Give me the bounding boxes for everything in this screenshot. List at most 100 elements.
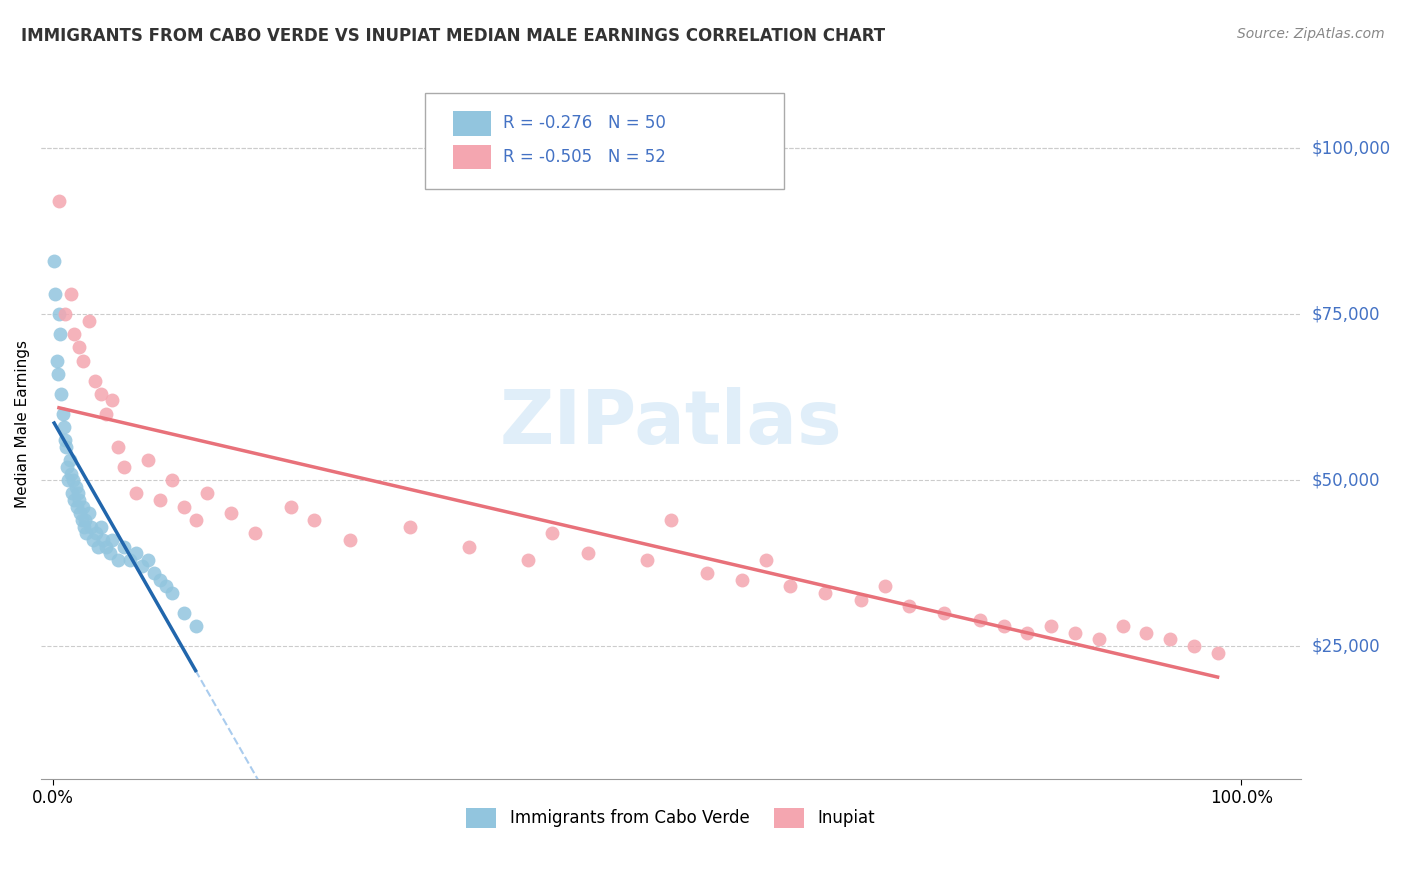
Point	[197, 486, 219, 500]
Point	[59, 287, 82, 301]
Point	[51, 387, 73, 401]
Point	[82, 533, 104, 547]
Point	[1182, 639, 1205, 653]
Point	[67, 493, 90, 508]
Point	[1159, 632, 1181, 647]
Point	[72, 353, 94, 368]
Point	[59, 453, 82, 467]
Point	[58, 473, 80, 487]
Point	[51, 407, 73, 421]
Point	[125, 546, 148, 560]
Point	[66, 486, 89, 500]
Point	[112, 540, 135, 554]
Point	[1017, 625, 1039, 640]
Point	[96, 540, 118, 554]
Text: Source: ZipAtlas.com: Source: ZipAtlas.com	[1237, 27, 1385, 41]
Point	[125, 486, 148, 500]
Point	[304, 513, 326, 527]
Point	[1135, 625, 1157, 640]
Point	[66, 500, 89, 514]
Point	[55, 440, 77, 454]
Point	[1064, 625, 1087, 640]
Point	[696, 566, 718, 580]
Text: $100,000: $100,000	[1312, 139, 1391, 157]
Point	[98, 546, 121, 560]
Point	[87, 540, 110, 554]
Point	[184, 513, 207, 527]
Point	[59, 467, 82, 481]
Point	[52, 420, 75, 434]
Bar	[453, 145, 491, 169]
Point	[219, 507, 242, 521]
Point	[48, 307, 70, 321]
Point	[62, 473, 84, 487]
Point	[173, 500, 195, 514]
Point	[101, 393, 124, 408]
Point	[517, 553, 540, 567]
Point	[173, 606, 195, 620]
Point	[75, 526, 97, 541]
Text: R = -0.276   N = 50: R = -0.276 N = 50	[503, 114, 666, 132]
Point	[814, 586, 837, 600]
Point	[339, 533, 361, 547]
Point	[149, 493, 172, 508]
Point	[120, 553, 142, 567]
Point	[659, 513, 682, 527]
Point	[160, 473, 183, 487]
Point	[1111, 619, 1133, 633]
Point	[77, 314, 100, 328]
Point	[49, 327, 72, 342]
Point	[80, 519, 103, 533]
Point	[75, 513, 97, 527]
Point	[1087, 632, 1109, 647]
Point	[83, 374, 105, 388]
Point	[1040, 619, 1063, 633]
Point	[731, 573, 754, 587]
Point	[636, 553, 658, 567]
Text: R = -0.505   N = 52: R = -0.505 N = 52	[503, 147, 666, 166]
Point	[56, 459, 79, 474]
Point	[149, 573, 172, 587]
Point	[53, 434, 76, 448]
Point	[70, 513, 93, 527]
Point	[136, 453, 159, 467]
Point	[112, 459, 135, 474]
Text: $75,000: $75,000	[1312, 305, 1381, 323]
Point	[107, 440, 129, 454]
Y-axis label: Median Male Earnings: Median Male Earnings	[15, 340, 30, 508]
Point	[541, 526, 564, 541]
Point	[67, 340, 90, 354]
Point	[993, 619, 1015, 633]
Point	[63, 493, 86, 508]
Point	[243, 526, 266, 541]
Point	[96, 407, 118, 421]
Point	[873, 579, 896, 593]
Point	[101, 533, 124, 547]
Point	[849, 592, 872, 607]
Point	[755, 553, 778, 567]
Text: IMMIGRANTS FROM CABO VERDE VS INUPIAT MEDIAN MALE EARNINGS CORRELATION CHART: IMMIGRANTS FROM CABO VERDE VS INUPIAT ME…	[21, 27, 886, 45]
Point	[576, 546, 599, 560]
Point	[53, 307, 76, 321]
Point	[969, 613, 991, 627]
Point	[77, 507, 100, 521]
Point	[65, 480, 87, 494]
Point	[44, 254, 66, 268]
Point	[91, 533, 114, 547]
Point	[44, 287, 66, 301]
Text: ZIPatlas: ZIPatlas	[499, 387, 842, 460]
Text: $50,000: $50,000	[1312, 471, 1381, 489]
Point	[160, 586, 183, 600]
Bar	[453, 112, 491, 136]
Point	[69, 507, 91, 521]
Text: $25,000: $25,000	[1312, 637, 1381, 655]
Point	[89, 519, 111, 533]
FancyBboxPatch shape	[425, 94, 785, 189]
Point	[84, 526, 107, 541]
Point	[458, 540, 481, 554]
Point	[46, 367, 69, 381]
Point	[72, 500, 94, 514]
Point	[89, 387, 111, 401]
Point	[934, 606, 956, 620]
Point	[136, 553, 159, 567]
